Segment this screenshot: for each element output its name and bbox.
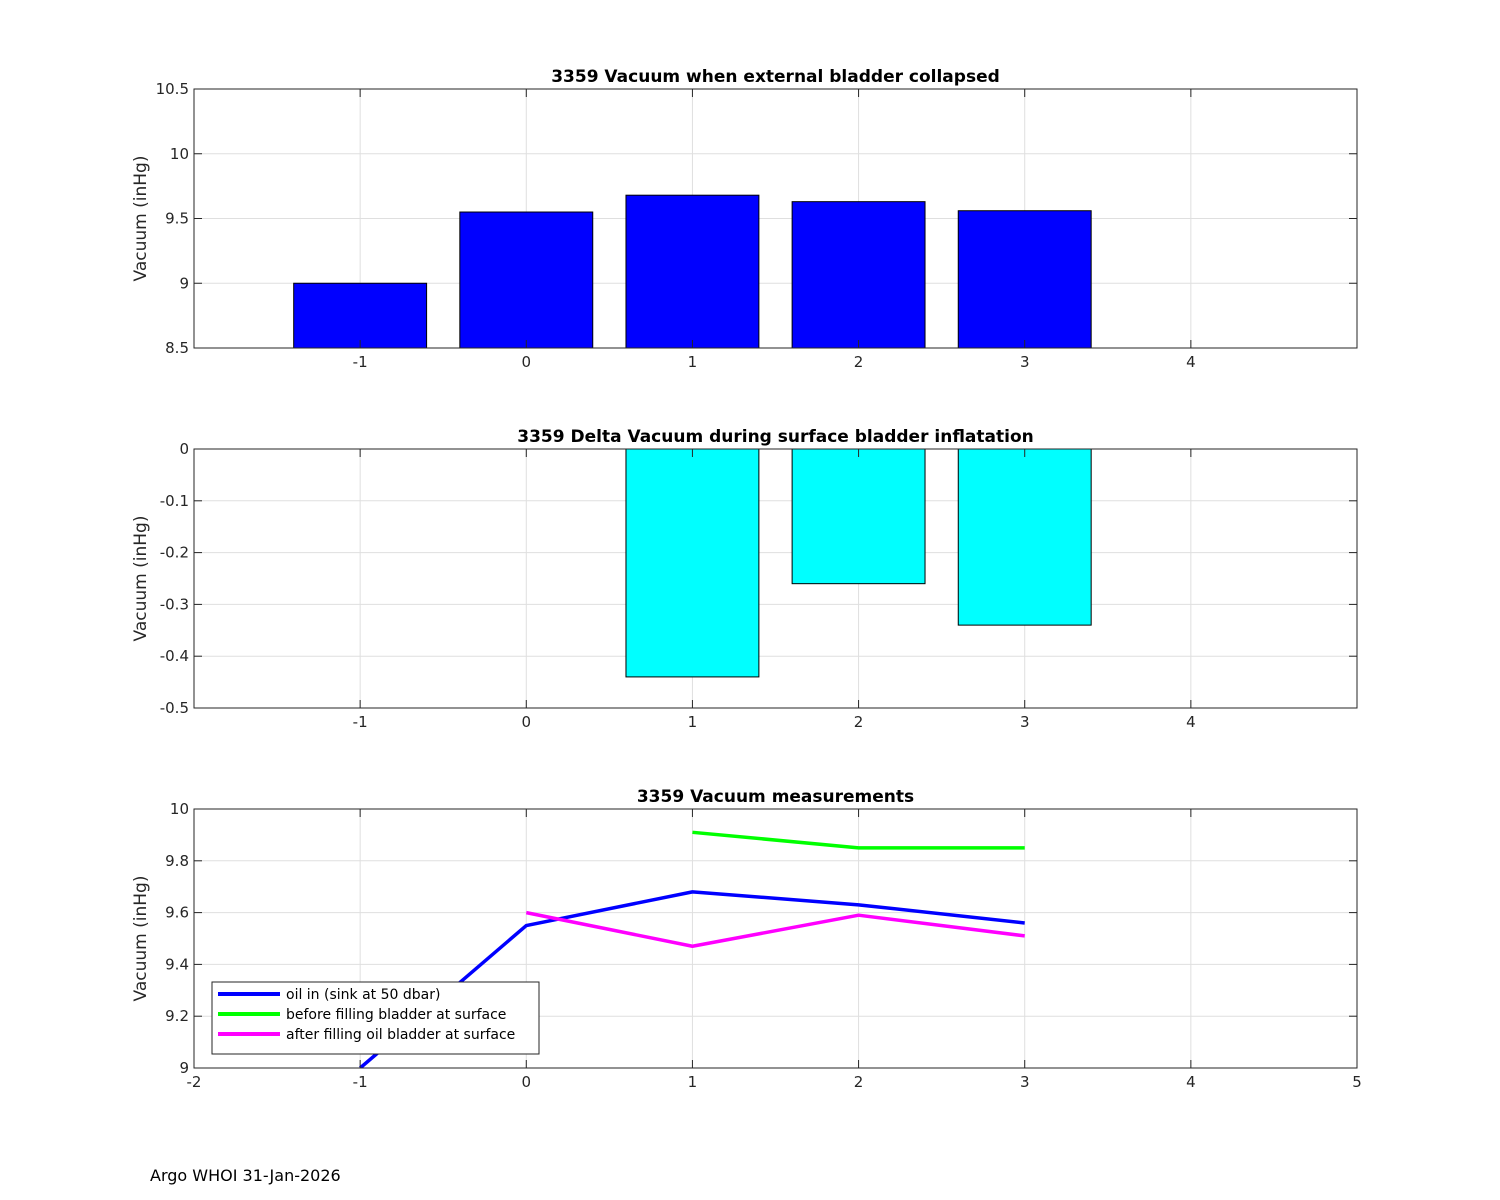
x-tick-label: 1: [688, 1073, 698, 1091]
y-axis-label: Vacuum (inHg): [131, 516, 151, 642]
series-line-1: [359, 890, 1025, 1068]
y-tick-label: 9: [179, 1059, 189, 1077]
bar: [625, 194, 760, 348]
x-tick-label: -1: [353, 1073, 368, 1091]
x-tick-label: -1: [353, 713, 368, 731]
legend-label: before filling bladder at surface: [286, 1007, 506, 1023]
x-tick-label: 4: [1186, 1073, 1196, 1091]
x-tick-label: 3: [1020, 1073, 1030, 1091]
x-tick-label: 3: [1020, 353, 1030, 371]
y-tick-label: 9.6: [165, 904, 189, 922]
x-tick-label: 4: [1186, 353, 1196, 371]
y-tick-label: 0: [179, 440, 189, 458]
axes-box: [193, 808, 1358, 1069]
x-tick-label: 0: [522, 1073, 532, 1091]
y-tick-label: -0.3: [160, 595, 189, 613]
y-tick-label: 8.5: [165, 339, 189, 357]
x-tick-label: 1: [688, 713, 698, 731]
bars: [293, 194, 1092, 348]
y-tick-label: 10.5: [156, 80, 189, 98]
bar: [293, 282, 428, 348]
chart-title: 3359 Vacuum measurements: [637, 787, 914, 807]
y-tick-label: 10: [170, 145, 189, 163]
legend-label: oil in (sink at 50 dbar): [286, 987, 440, 1003]
chart-panel-3: -2 -1 0 1 2 3 4 5 9 9.2 9.4 9.6 9.8 10 3359 Vacuum mea…: [131, 787, 1362, 1091]
bars: [625, 449, 1092, 678]
x-tick-label: 5: [1352, 1073, 1362, 1091]
legend-label: after filling oil bladder at surface: [286, 1027, 515, 1043]
chart-title: 3359 Delta Vacuum during surface bladder…: [517, 427, 1033, 447]
y-tick-label: 9.2: [165, 1007, 189, 1025]
y-axis-label: Vacuum (inHg): [131, 156, 151, 282]
x-tick-label: 1: [688, 353, 698, 371]
y-tick-label: -0.1: [160, 492, 189, 510]
x-tick-label: -1: [353, 353, 368, 371]
x-tick-label: 0: [522, 353, 532, 371]
bar: [625, 449, 760, 678]
bar: [459, 211, 594, 348]
chart-title: 3359 Vacuum when external bladder collap…: [551, 67, 1000, 87]
x-tick-label: 2: [854, 353, 864, 371]
y-tick-label: 9.8: [165, 852, 189, 870]
y-tick-label: -0.5: [160, 699, 189, 717]
x-tick-label: 3: [1020, 713, 1030, 731]
y-tick-label: 10: [170, 800, 189, 818]
y-tick-label: 9.4: [165, 955, 189, 973]
chart-panel-2: -1 0 1 2 3 4 -0.5 -0.4 -0.3 -0.2 -0.1 0 3359 Delta V…: [131, 427, 1358, 731]
lines: [359, 830, 1025, 1068]
series-line-2: [692, 830, 1025, 850]
y-tick-label: -0.2: [160, 544, 189, 562]
plot-area: [194, 449, 1357, 708]
x-tick-label: 2: [854, 1073, 864, 1091]
bar: [957, 210, 1092, 348]
bar: [791, 201, 926, 348]
legend: oil in (sink at 50 dbar) before filling b…: [211, 981, 540, 1055]
y-tick-label: 9: [179, 274, 189, 292]
footer-text: Argo WHOI 31-Jan-2026: [150, 1166, 341, 1185]
y-tick-label: -0.4: [160, 647, 189, 665]
y-tick-label: 9.5: [165, 210, 189, 228]
x-tick-label: 4: [1186, 713, 1196, 731]
axes-box: [193, 448, 1358, 709]
bar: [957, 449, 1092, 626]
chart-panel-1: -1 0 1 2 3 4 8.5 9 9.5 10 10.5 3359 Vacuum when ext…: [131, 67, 1358, 371]
legend-box: [211, 981, 540, 1055]
x-tick-label: -2: [187, 1073, 202, 1091]
bar: [791, 449, 926, 585]
x-tick-label: 2: [854, 713, 864, 731]
y-axis-label: Vacuum (inHg): [131, 876, 151, 1002]
x-tick-label: 0: [522, 713, 532, 731]
series-line-3: [525, 910, 1025, 949]
